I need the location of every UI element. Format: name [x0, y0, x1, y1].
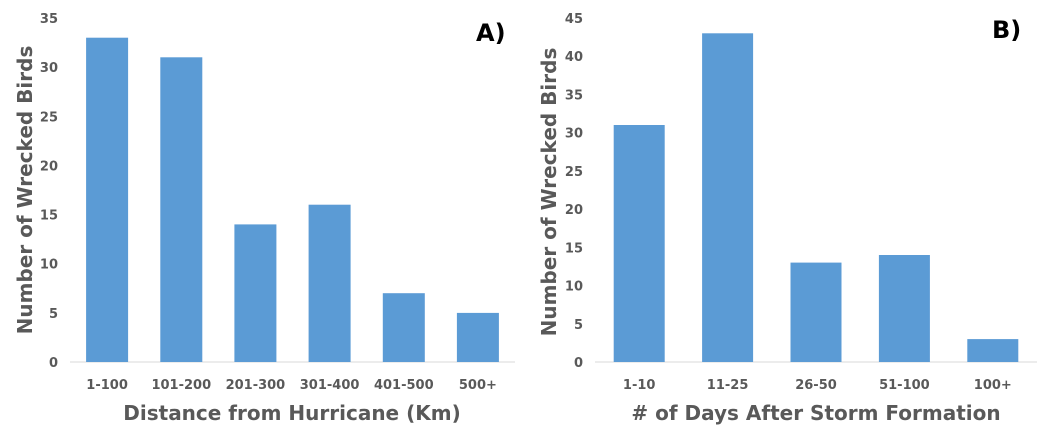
x-tick-label: 100+	[974, 378, 1012, 393]
x-tick-label: 101-200	[151, 378, 211, 393]
x-tick-label: 401-500	[374, 378, 434, 393]
y-tick-label: 0	[574, 356, 583, 371]
y-tick-label: 35	[565, 88, 583, 103]
y-tick-labels: 0 5 10 15 20 25 30 35 40 45	[565, 12, 583, 371]
y-tick-label: 0	[49, 356, 58, 371]
bar-100+	[967, 339, 1019, 362]
y-tick-label: 20	[565, 203, 583, 218]
bar-1-100	[86, 37, 129, 362]
bar-201-300	[234, 224, 277, 362]
bar-51-100	[878, 255, 930, 362]
bar-1-10	[613, 125, 665, 362]
x-tick-labels: 1-10 11-25 26-50 51-100 100+	[623, 378, 1012, 393]
x-tick-label: 201-300	[226, 378, 286, 393]
y-tick-label: 40	[565, 50, 583, 65]
y-tick-label: 10	[565, 280, 583, 295]
y-tick-labels: 0 5 10 15 20 25 30 35	[40, 12, 58, 371]
x-tick-label: 1-100	[86, 378, 128, 393]
y-tick-label: 35	[40, 12, 58, 27]
y-tick-label: 25	[40, 110, 58, 125]
panel-label-b: B)	[992, 16, 1021, 44]
x-tick-label: 1-10	[623, 378, 656, 393]
y-axis-label: Number of Wrecked Birds	[537, 48, 561, 337]
bar-401-500	[382, 293, 425, 362]
y-tick-label: 5	[574, 318, 583, 333]
y-axis-label: Number of Wrecked Birds	[13, 46, 37, 335]
y-tick-label: 30	[565, 127, 583, 142]
y-tick-label: 20	[40, 159, 58, 174]
y-tick-label: 45	[565, 12, 583, 27]
x-tick-label: 500+	[459, 378, 497, 393]
x-tick-label: 51-100	[879, 378, 930, 393]
y-tick-label: 30	[40, 61, 58, 76]
x-tick-labels: 1-100 101-200 201-300 301-400 401-500 500+	[86, 378, 497, 393]
panel-label-a: A)	[476, 19, 506, 47]
chart-panel-b: 1-10 11-25 26-50 51-100 100+ 0 5 10 15 20 25 30 35 4…	[537, 12, 1037, 425]
y-tick-label: 25	[565, 165, 583, 180]
x-axis-label: Distance from Hurricane (Km)	[123, 401, 460, 425]
bar-26-50	[790, 262, 842, 362]
x-tick-label: 301-400	[300, 378, 360, 393]
chart-panel-a: 1-100 101-200 201-300 301-400 401-500 500+ 0 5…	[13, 12, 515, 425]
y-tick-label: 10	[40, 258, 58, 273]
y-tick-label: 15	[40, 209, 58, 224]
bar-301-400	[308, 204, 351, 362]
bars-group	[86, 37, 499, 363]
bar-500+	[456, 312, 499, 362]
y-tick-label: 15	[565, 241, 583, 256]
x-tick-label: 26-50	[795, 378, 837, 393]
bars-group	[613, 33, 1019, 363]
bar-101-200	[160, 57, 203, 363]
y-tick-label: 5	[49, 307, 58, 322]
bar-11-25	[702, 33, 754, 363]
x-axis-label: # of Days After Storm Formation	[631, 401, 1000, 425]
x-tick-label: 11-25	[707, 378, 749, 393]
